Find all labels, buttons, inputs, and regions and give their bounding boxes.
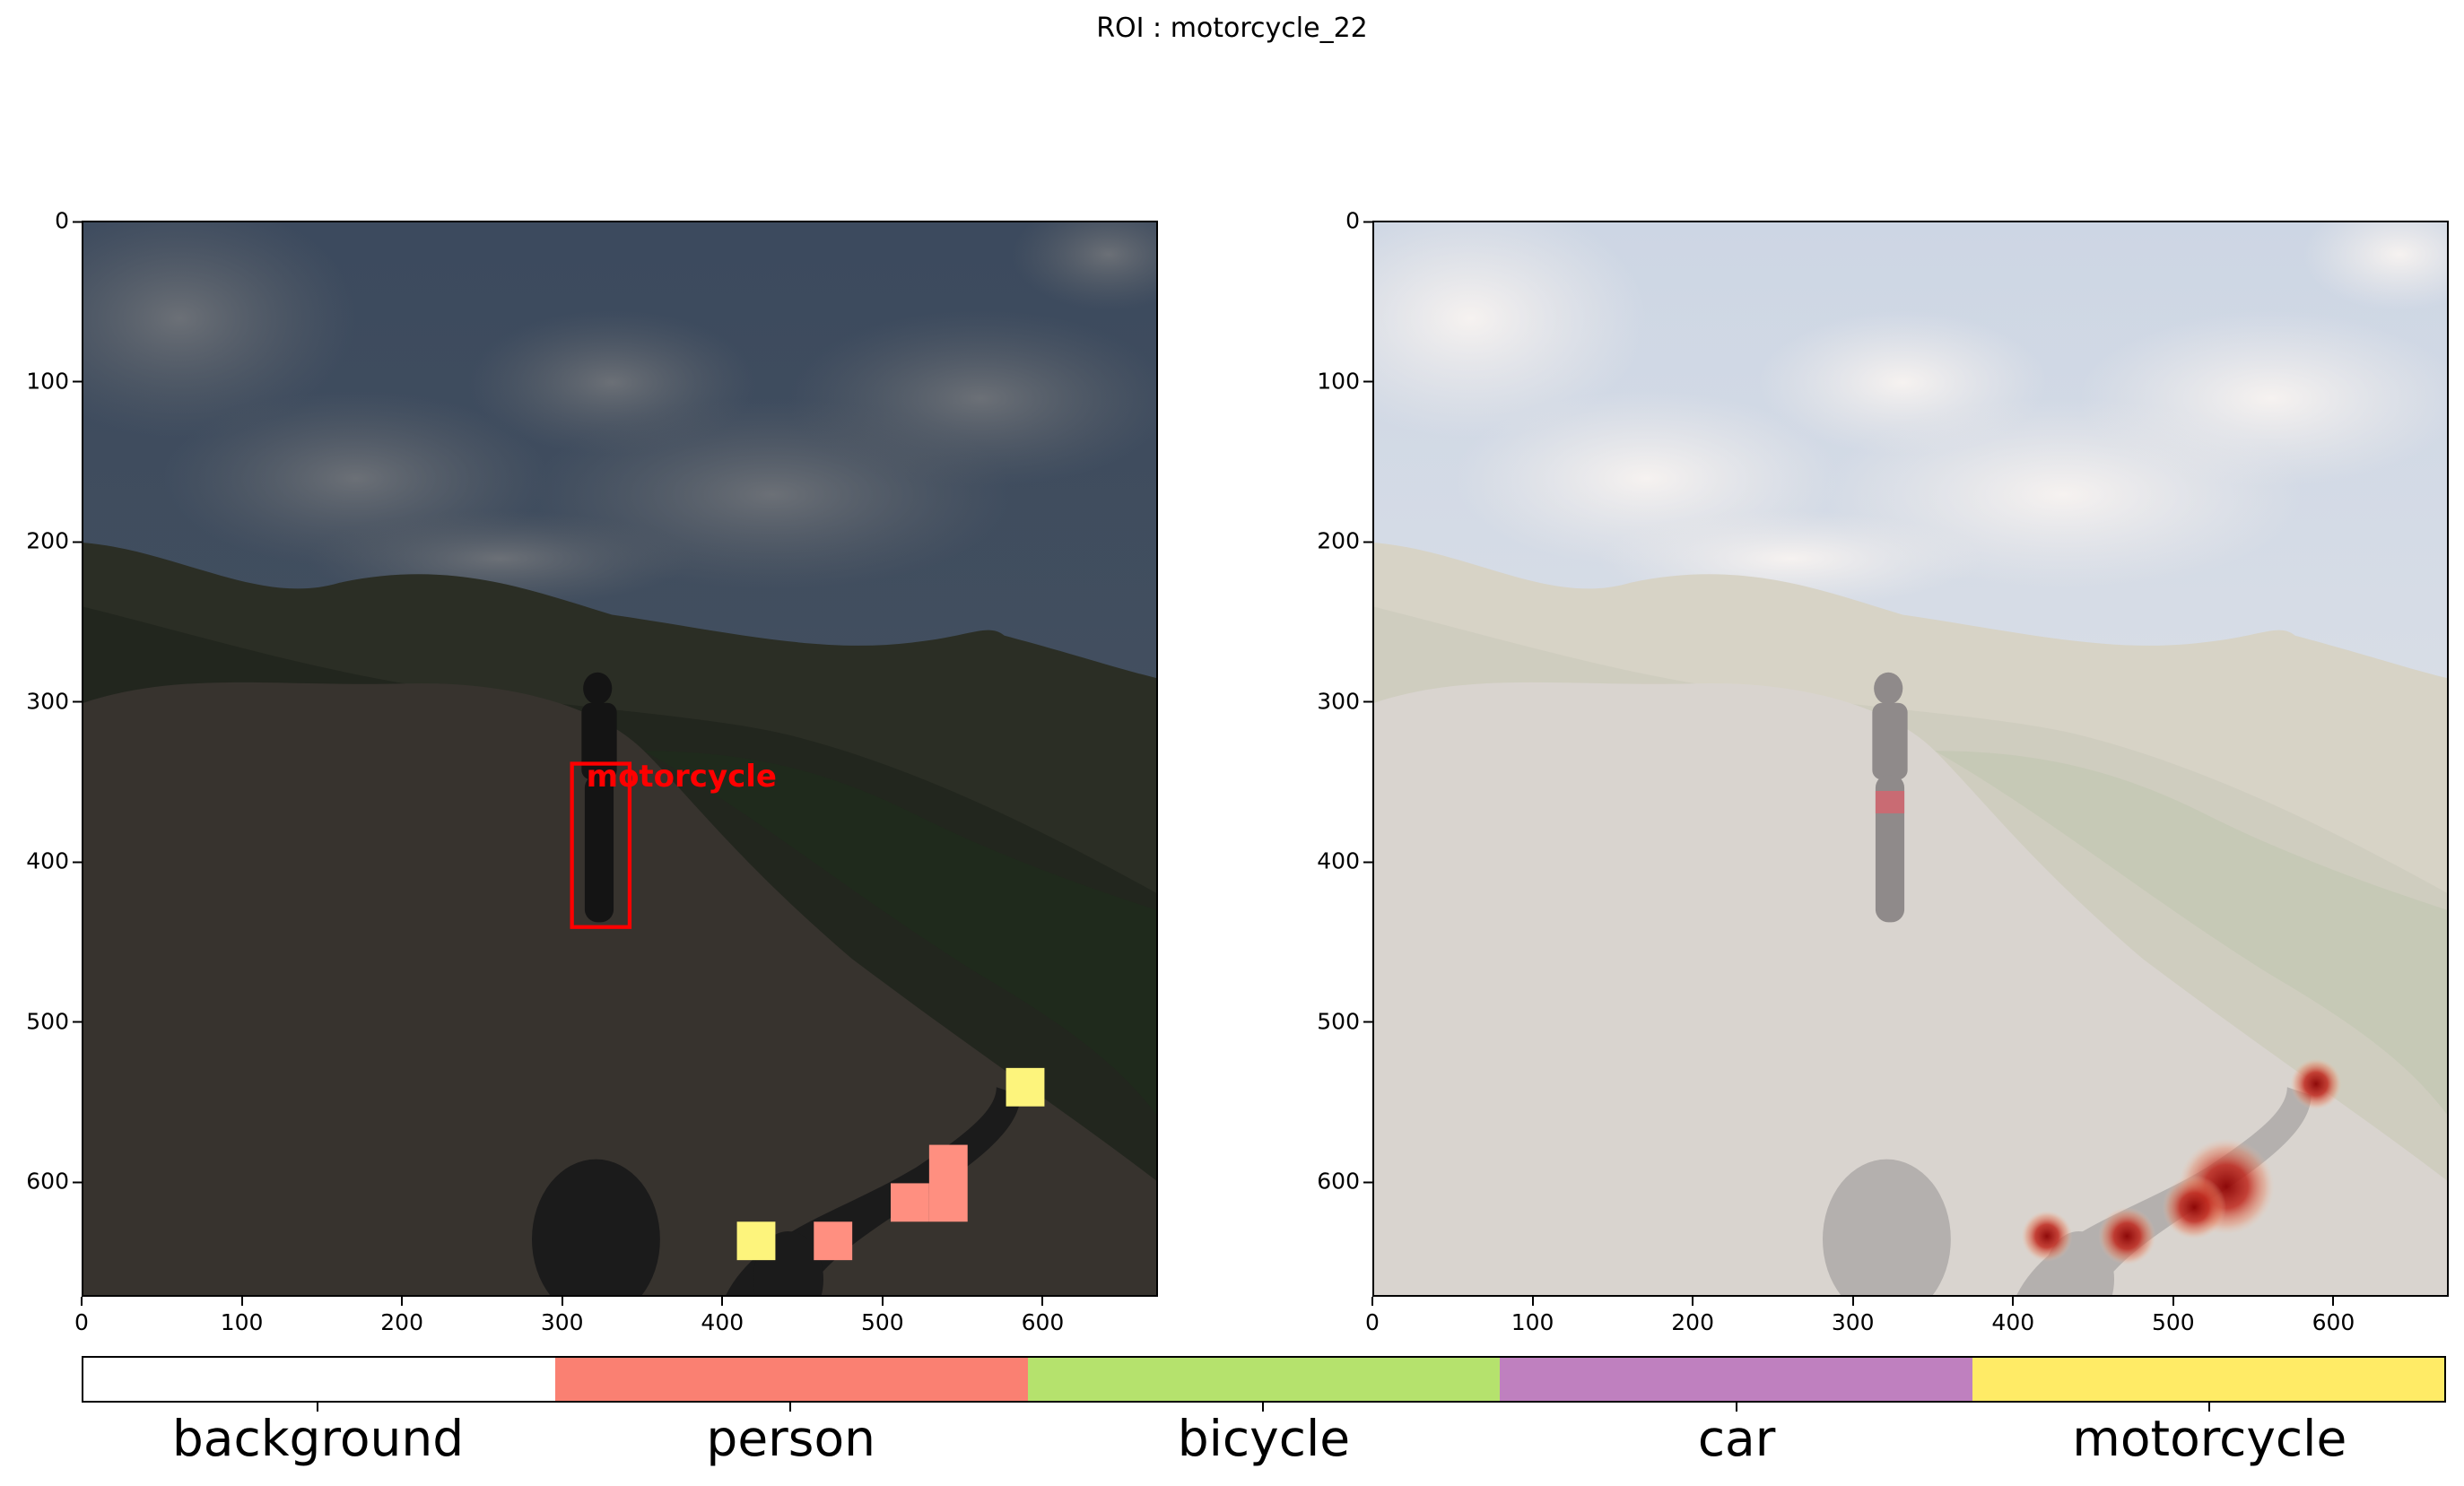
y-tick-label: 500 xyxy=(1279,1008,1372,1034)
heatmap-hotspot xyxy=(2290,1058,2342,1110)
rider xyxy=(1872,672,1908,923)
y-tick-label: 100 xyxy=(0,368,82,394)
handlebar-foreground xyxy=(1823,1087,2312,1295)
bright-road-scene xyxy=(1374,222,2447,1295)
person-segment xyxy=(891,1183,929,1222)
heatmap-hotspot xyxy=(2098,1207,2156,1265)
person-segment xyxy=(814,1221,853,1261)
x-tick-label: 500 xyxy=(2137,1297,2209,1335)
x-tick-label: 400 xyxy=(686,1297,758,1335)
attention-heatmap xyxy=(2021,1058,2342,1265)
y-tick-label: 400 xyxy=(0,848,82,874)
x-tick-label: 0 xyxy=(46,1297,118,1335)
colorbar-segment-motorcycle xyxy=(1972,1358,2445,1401)
y-tick-label: 300 xyxy=(1279,688,1372,714)
clouds xyxy=(83,222,1156,607)
person-segment xyxy=(928,1144,968,1222)
y-tick-label: 0 xyxy=(0,208,82,234)
handlebar-foreground xyxy=(532,1087,1021,1295)
colorbar-segment-person xyxy=(555,1358,1028,1401)
y-tick-label: 0 xyxy=(1279,208,1372,234)
x-tick-label: 100 xyxy=(1497,1297,1569,1335)
x-tick-label: 600 xyxy=(1006,1297,1078,1335)
heatmap-hotspot xyxy=(2162,1175,2226,1239)
x-tick-label: 0 xyxy=(1336,1297,1408,1335)
x-tick-label: 600 xyxy=(2297,1297,2369,1335)
colorbar-label: motorcycle xyxy=(1973,1403,2446,1467)
colorbar-label: background xyxy=(82,1403,554,1467)
heatmap-image-frame xyxy=(1372,221,2449,1297)
y-tick-label: 500 xyxy=(0,1008,82,1034)
roi-bounding-box xyxy=(570,761,632,929)
heatmap-panel: 0 100 200 300 400 500 600 0 100 200 300 400 500 600 xyxy=(1317,208,2449,1335)
colorbar-label: car xyxy=(1501,1403,1973,1467)
dark-road-scene xyxy=(83,222,1156,1295)
colorbar-segment-car xyxy=(1500,1358,1972,1401)
y-tick-label: 100 xyxy=(1279,368,1372,394)
colorbar-segment-bicycle xyxy=(1027,1358,1501,1401)
colorbar-segment-background xyxy=(83,1358,556,1401)
y-tick-label: 600 xyxy=(0,1169,82,1195)
class-colorbar xyxy=(82,1356,2446,1403)
segmentation-overlay xyxy=(736,1067,1045,1261)
x-tick-label: 300 xyxy=(1817,1297,1889,1335)
motorcycle-segment xyxy=(1006,1067,1045,1107)
x-tick-label: 400 xyxy=(1977,1297,2049,1335)
x-tick-label: 500 xyxy=(847,1297,919,1335)
x-tick-label: 200 xyxy=(1657,1297,1728,1335)
x-tick-label: 200 xyxy=(366,1297,438,1335)
figure-title: ROI : motorcycle_22 xyxy=(1096,13,1368,44)
motorcycle-segment xyxy=(736,1221,776,1261)
colorbar-label: bicycle xyxy=(1027,1403,1500,1467)
roi-box-label: motorcycle xyxy=(586,758,777,795)
x-tick-label: 100 xyxy=(206,1297,278,1335)
colorbar-label: person xyxy=(554,1403,1027,1467)
y-tick-label: 300 xyxy=(0,688,82,714)
y-tick-label: 400 xyxy=(1279,848,1372,874)
segmentation-image-frame: motorcycle xyxy=(82,221,1158,1297)
heatmap-hotspot xyxy=(2021,1210,2073,1262)
rider xyxy=(581,672,617,923)
y-tick-label: 200 xyxy=(0,528,82,554)
x-tick-label: 300 xyxy=(527,1297,598,1335)
clouds xyxy=(1374,222,2447,607)
segmentation-panel: motorcycle 0 100 200 300 400 500 600 0 100 200 30… xyxy=(26,208,1158,1335)
y-tick-label: 200 xyxy=(1279,528,1372,554)
y-tick-label: 600 xyxy=(1279,1169,1372,1195)
